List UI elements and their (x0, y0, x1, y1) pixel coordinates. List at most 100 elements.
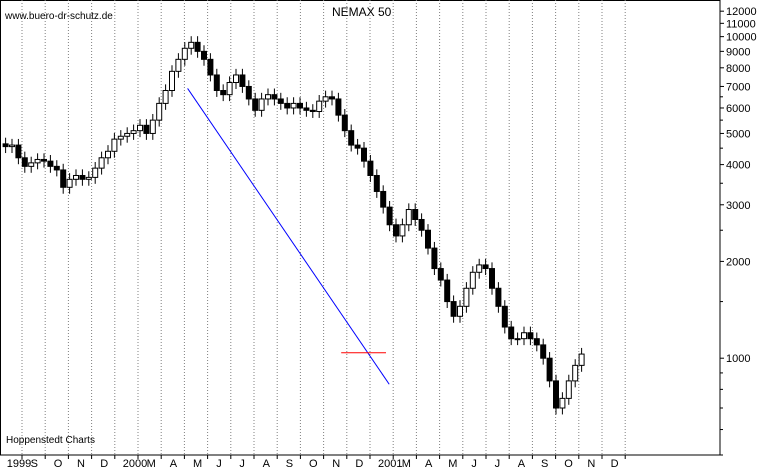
candle-body (47, 160, 54, 167)
candle-body (28, 162, 35, 167)
candle-body (469, 271, 476, 289)
candle-body (514, 338, 521, 341)
candle-body (117, 135, 124, 140)
x-tick-label: J (495, 458, 501, 470)
x-tick-label: J (471, 458, 477, 470)
candle-body (79, 174, 86, 180)
candle-body (322, 96, 329, 102)
candle-body (252, 98, 259, 111)
x-tick-label: M (402, 458, 411, 470)
y-tick-label: 12000 (726, 6, 757, 18)
candle-body (124, 132, 131, 137)
y-tick-label: 4000 (726, 160, 750, 172)
candle-body (354, 144, 361, 149)
x-tick-label: 1999 (7, 458, 31, 470)
y-tick-label: 11000 (726, 18, 756, 30)
candle-body (2, 143, 9, 148)
candle-body (34, 158, 41, 164)
candle-body (450, 301, 457, 317)
candle-body (181, 47, 188, 60)
candle-body (341, 114, 348, 132)
candle-body (559, 397, 566, 409)
candle-body (233, 74, 239, 84)
candle-body (501, 305, 508, 328)
candle-body (546, 357, 553, 382)
candle-body (265, 94, 271, 100)
x-tick-label: N (77, 458, 85, 470)
candle-body (572, 364, 579, 382)
candle-body (111, 138, 118, 152)
candle-body (367, 160, 374, 176)
chart-title: NEMAX 50 (332, 5, 392, 19)
x-tick-label: J (216, 458, 222, 470)
x-tick-label: A (425, 458, 433, 470)
x-tick-label: M (193, 458, 202, 470)
x-tick-label: J (239, 458, 245, 470)
candle-body (489, 268, 495, 289)
candle-body (258, 98, 265, 111)
candle-series (2, 36, 585, 415)
x-tick-label: N (587, 458, 595, 470)
source-label: Hoppenstedt Charts (6, 435, 95, 446)
candle-body (437, 268, 444, 281)
y-tick-label: 1000 (726, 353, 750, 365)
candle-body (457, 305, 463, 317)
x-tick-label: O (54, 458, 63, 470)
candle-body (207, 58, 214, 76)
candle-body (188, 41, 195, 49)
candle-body (226, 82, 233, 96)
x-tick-label: D (611, 458, 619, 470)
candle-body (316, 100, 323, 113)
downtrend-line (187, 88, 390, 385)
candle-body (194, 41, 201, 52)
candle-body (553, 380, 559, 409)
x-tick-label: A (263, 458, 271, 470)
candle-body (329, 96, 335, 100)
x-tick-label: O (309, 458, 318, 470)
candle-body (565, 380, 572, 399)
candle-body (156, 102, 163, 121)
candle-body (15, 144, 22, 159)
candle-body (335, 98, 342, 116)
plot-frame (0, 0, 721, 456)
candle-body (220, 89, 227, 96)
y-tick-label: 3000 (726, 200, 750, 212)
candle-body (277, 98, 284, 104)
x-tick-label: 2001 (378, 458, 402, 470)
candle-body (431, 247, 438, 270)
candle-body (463, 287, 470, 307)
candle-body (66, 178, 73, 188)
x-tick-label: A (170, 458, 178, 470)
candle-body (98, 157, 105, 169)
x-tick-label: A (518, 458, 526, 470)
watermark-text: www.buero-dr-schutz.de (4, 11, 113, 22)
candle-body (361, 147, 367, 162)
candle-body (53, 165, 60, 171)
candle-body (41, 158, 47, 162)
y-tick-label: 9000 (726, 46, 750, 58)
x-tick-label: D (100, 458, 108, 470)
trendline-layer (187, 88, 390, 385)
candle-body (412, 209, 419, 220)
candle-body (143, 124, 150, 134)
x-tick-label: S (286, 458, 293, 470)
candle-body (303, 107, 310, 111)
x-tick-label: S (541, 458, 548, 470)
candle-body (540, 344, 547, 359)
x-tick-label: 2000 (123, 458, 147, 470)
candle-body (444, 279, 451, 303)
candle-body (9, 144, 15, 148)
candle-body (393, 224, 399, 237)
candle-body (290, 102, 297, 109)
y-tick-label: 2000 (726, 256, 750, 268)
x-tick-label: S (31, 458, 38, 470)
candle-body (425, 229, 431, 249)
y-tick-label: 5000 (726, 128, 750, 140)
candle-body (73, 174, 79, 180)
candle-body (482, 264, 489, 270)
candle-body (85, 176, 92, 180)
x-tick-label: M (448, 458, 457, 470)
candle-body (348, 130, 355, 146)
